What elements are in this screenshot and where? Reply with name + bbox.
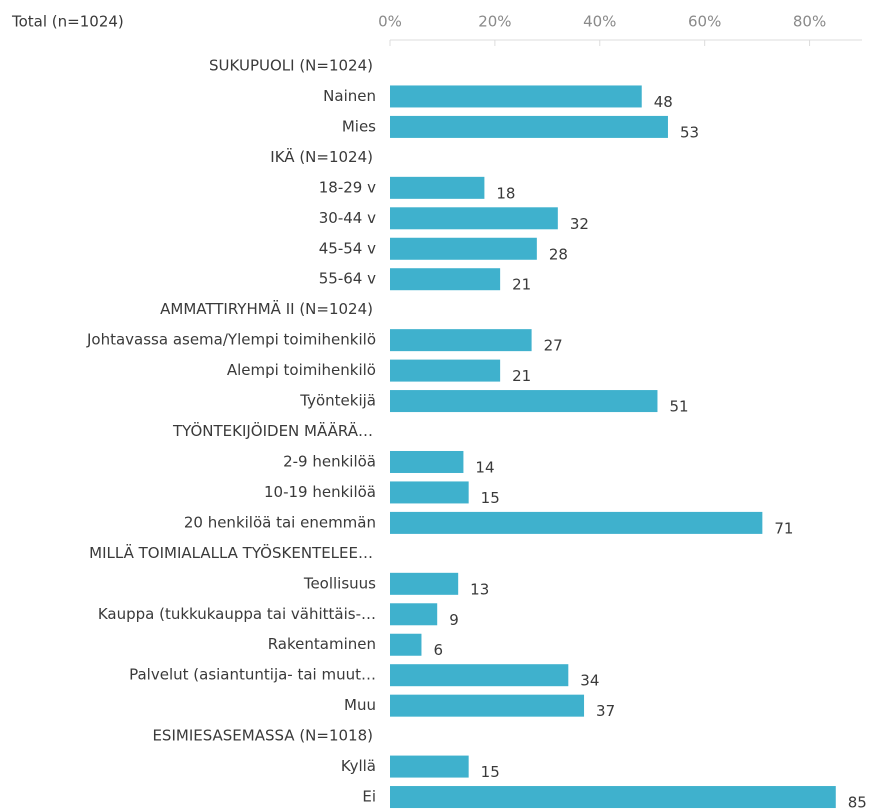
group-label: MILLÄ TOIMIALALLA TYÖSKENTELEE… [89,543,373,562]
group-label: TYÖNTEKIJÖIDEN MÄÄRÄ… [172,421,373,440]
value-label: 85 [848,794,867,809]
bar [390,603,438,626]
value-label: 15 [481,489,500,507]
bar [390,268,501,291]
bar [390,237,537,260]
value-label: 27 [544,337,563,355]
bar [390,511,763,534]
value-label: 13 [470,580,489,598]
category-label: 20 henkilöä tai enemmän [184,513,376,531]
category-label: Kauppa (tukkukauppa tai vähittäis-… [98,605,376,623]
category-label: 55-64 v [319,270,376,288]
x-tick-label: 40% [583,13,616,31]
group-label: SUKUPUOLI (N=1024) [209,57,373,75]
category-label: Työntekijä [299,392,376,410]
category-label: Rakentaminen [268,635,376,653]
category-label: Teollisuus [303,574,376,592]
bar [390,207,558,230]
value-label: 51 [669,398,688,416]
category-label: 18-29 v [319,178,376,196]
value-label: 71 [774,519,793,537]
bar [390,390,658,413]
value-label: 28 [549,245,568,263]
category-label: 45-54 v [319,239,376,257]
value-label: 9 [449,611,459,629]
x-tick-label: 0% [378,13,402,31]
bar [390,115,668,138]
bar [390,176,485,199]
value-label: 37 [596,702,615,720]
category-label: 10-19 henkilöä [264,483,376,501]
value-label: 6 [433,641,443,659]
category-label: 2-9 henkilöä [283,452,376,470]
group-label: ESIMIESASEMASSA (N=1018) [152,727,373,745]
value-label: 18 [496,184,515,202]
value-label: 21 [512,367,531,385]
x-tick-label: 80% [793,13,826,31]
value-label: 48 [654,93,673,111]
category-label: Johtavassa asema/Ylempi toimihenkilö [86,331,376,349]
category-label: Muu [344,696,376,714]
category-label: Ei [362,788,376,806]
bar [390,694,585,717]
category-label: Nainen [323,87,376,105]
bar [390,85,642,108]
chart-title: Total (n=1024) [11,13,124,31]
category-label: Mies [342,117,376,135]
value-label: 15 [481,763,500,781]
bar [390,633,422,656]
bar [390,329,532,352]
value-label: 32 [570,215,589,233]
x-tick-label: 60% [688,13,721,31]
bar [390,755,469,778]
value-label: 53 [680,123,699,141]
bar [390,664,569,687]
value-label: 21 [512,276,531,294]
bar [390,481,469,504]
x-tick-label: 20% [478,13,511,31]
bar [390,786,836,809]
bar [390,359,501,382]
group-label: IKÄ (N=1024) [270,147,373,166]
category-label: Alempi toimihenkilö [227,361,376,379]
group-label: AMMATTIRYHMÄ II (N=1024) [160,299,373,318]
category-label: 30-44 v [319,209,376,227]
category-label: Kyllä [341,757,376,775]
bar [390,450,464,473]
bar [390,572,459,595]
value-label: 14 [475,458,494,476]
value-label: 34 [580,672,599,690]
category-label: Palvelut (asiantuntija- tai muut… [129,666,376,684]
